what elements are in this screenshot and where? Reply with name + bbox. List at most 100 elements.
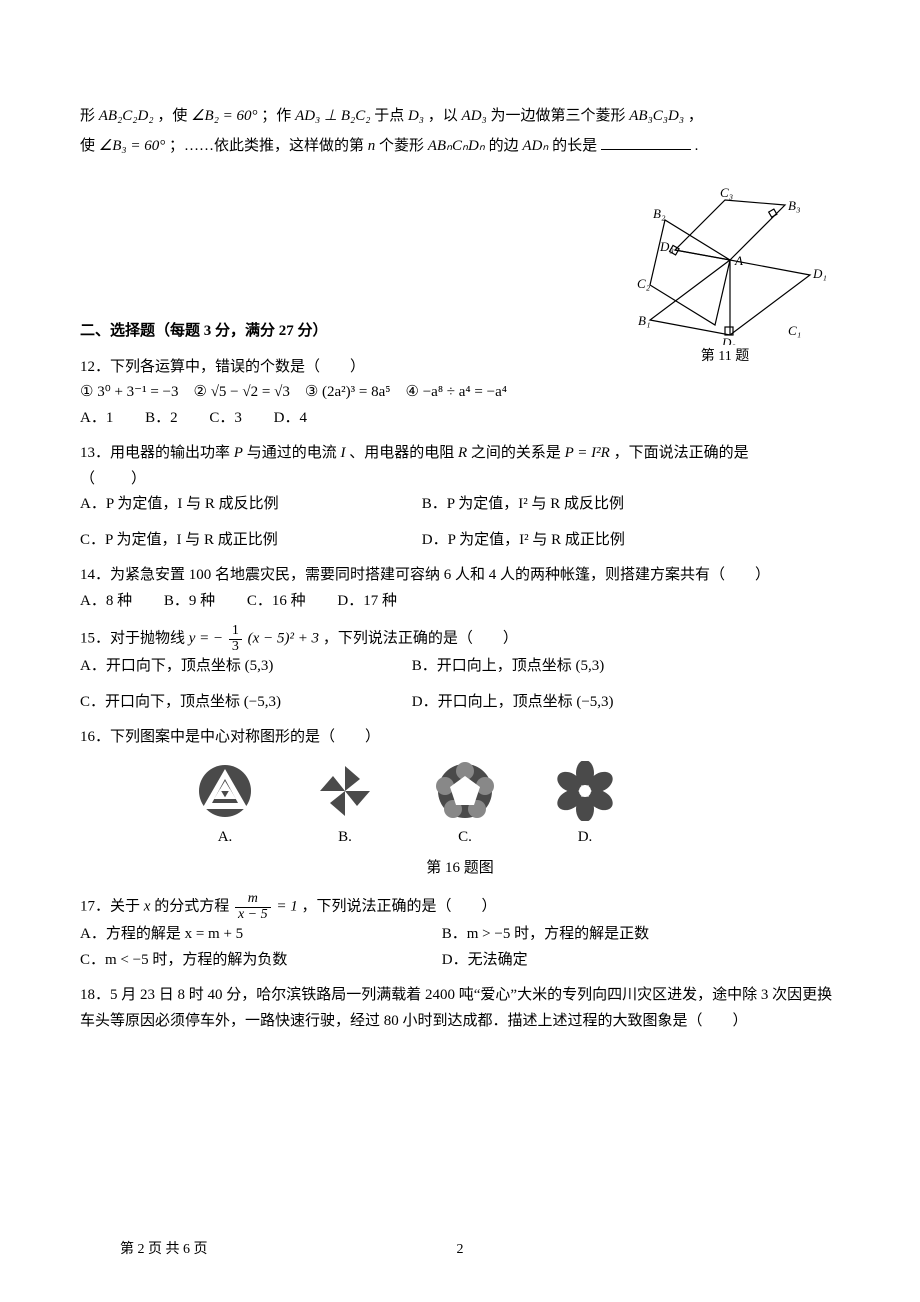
q16-figures: A. B.	[80, 761, 840, 851]
q12-options: A．1 B．2 C．3 D．4	[80, 406, 840, 432]
text: 形	[80, 108, 99, 124]
math: I	[340, 445, 345, 461]
q14-opt-c[interactable]: C．16 种	[247, 589, 306, 615]
q14-options: A．8 种 B．9 种 C．16 种 D．17 种	[80, 589, 840, 615]
text: ，下列说法正确的是（ ）	[323, 631, 518, 647]
label-D2: D₂	[721, 335, 736, 345]
q13-options-row1: A．P 为定值，I 与 R 成反比例 B．P 为定值，I² 与 R 成反比例	[80, 492, 840, 518]
math: (x − 5)² + 3	[248, 631, 319, 647]
answer-blank[interactable]	[601, 134, 691, 150]
text: 的边	[489, 138, 523, 154]
math: ADₙ	[522, 138, 548, 154]
q13-stem: 13．用电器的输出功率 P 与通过的电流 I 、用电器的电阻 R 之间的关系是 …	[80, 441, 840, 467]
label-D1: D₁	[812, 266, 827, 281]
q16-label-a: A.	[180, 825, 270, 851]
q16: 16．下列图案中是中心对称图形的是（ ） A.	[80, 725, 840, 882]
q16-label-c: C.	[420, 825, 510, 851]
text: 使	[80, 138, 99, 154]
q15-stem: 15．对于抛物线 y = − 1 3 (x − 5)² + 3 ，下列说法正确的…	[80, 624, 840, 654]
q16-fig-d[interactable]: D.	[540, 761, 630, 851]
text: 个菱形	[379, 138, 428, 154]
q12-opt-d[interactable]: D．4	[274, 406, 307, 432]
figure-11-svg: A B₁ B₂ B₃ C₁ C₂ C₃ D₁ D₂ D₃	[620, 185, 830, 345]
math: ∠B₃ = 60°	[99, 138, 165, 154]
q15-opt-d[interactable]: D．开口向上，顶点坐标 (−5,3)	[412, 690, 614, 716]
math: y = −	[189, 631, 223, 647]
label-B3: B₃	[788, 198, 800, 213]
math: AD₃	[462, 108, 487, 124]
pinwheel-icon	[310, 761, 380, 821]
q16-fig-a[interactable]: A.	[180, 761, 270, 851]
text: 的分式方程	[154, 899, 233, 915]
q12-opt-b[interactable]: B．2	[145, 406, 178, 432]
text: ，	[688, 108, 703, 124]
q13-options-row2: C．P 为定值，I 与 R 成正比例 D．P 为定值，I² 与 R 成正比例	[80, 528, 840, 554]
q16-fig-c[interactable]: C.	[420, 761, 510, 851]
q17-opt-c[interactable]: C．m < −5 时，方程的解为负数	[80, 948, 410, 974]
math: R	[458, 445, 467, 461]
text: 17．关于	[80, 899, 144, 915]
q15-opt-a[interactable]: A．开口向下，顶点坐标 (5,3)	[80, 654, 380, 680]
q16-caption: 第 16 题图	[80, 856, 840, 882]
q17-options-row2: C．m < −5 时，方程的解为负数 D．无法确定	[80, 948, 840, 974]
q12-opt-c[interactable]: C．3	[209, 406, 242, 432]
text: ，以	[428, 108, 462, 124]
flower-icon	[550, 761, 620, 821]
text: 为一边做第三个菱形	[491, 108, 630, 124]
text: 13．用电器的输出功率	[80, 445, 234, 461]
text: ，使	[157, 108, 191, 124]
q17-stem: 17．关于 x 的分式方程 m x − 5 = 1 ，下列说法正确的是（ ）	[80, 892, 840, 922]
label-A: A	[734, 253, 743, 268]
q12-expr: ① 3⁰ + 3⁻¹ = −3 ② √5 − √2 = √3 ③ (2a²)³ …	[80, 380, 840, 406]
math: D₃	[408, 108, 424, 124]
q14-opt-a[interactable]: A．8 种	[80, 589, 132, 615]
label-D3: D₃	[659, 239, 674, 254]
math: ∠B₂ = 60°	[191, 108, 257, 124]
text: 的长是	[552, 138, 597, 154]
text: 于点	[374, 108, 408, 124]
q17-opt-b[interactable]: B．m > −5 时，方程的解是正数	[442, 922, 649, 948]
q14-opt-b[interactable]: B．9 种	[164, 589, 215, 615]
text: .	[695, 138, 699, 154]
text: ，下列说法正确的是（ ）	[302, 899, 497, 915]
text: 、用电器的电阻	[349, 445, 458, 461]
q17: 17．关于 x 的分式方程 m x − 5 = 1 ，下列说法正确的是（ ） A…	[80, 892, 840, 973]
q15-options-row1: A．开口向下，顶点坐标 (5,3) B．开口向上，顶点坐标 (5,3)	[80, 654, 840, 680]
math: AD₃ ⊥ B₂C₂	[295, 108, 370, 124]
fraction-icon: 1 3	[229, 624, 242, 654]
figure-11: A B₁ B₂ B₃ C₁ C₂ C₃ D₁ D₂ D₃ 第 11 题	[620, 185, 830, 369]
q13-opt-c[interactable]: C．P 为定值，I 与 R 成正比例	[80, 528, 390, 554]
q13-paren: （ ）	[80, 467, 840, 493]
math: x	[144, 899, 151, 915]
label-B1: B₁	[638, 313, 650, 328]
intro-line2: 使 ∠B₃ = 60° ；……依此类推，这样做的第 n 个菱形 ABₙCₙDₙ …	[80, 134, 840, 160]
math: = 1	[276, 899, 297, 915]
q13-opt-b[interactable]: B．P 为定值，I² 与 R 成反比例	[422, 492, 624, 518]
denominator: 3	[229, 640, 242, 655]
math: AB₃C₃D₃	[629, 108, 684, 124]
q15-opt-b[interactable]: B．开口向上，顶点坐标 (5,3)	[412, 654, 605, 680]
math: AB₂C₂D₂	[99, 108, 154, 124]
page-footer: 第 2 页 共 6 页 2	[0, 1238, 920, 1262]
q12-opt-a[interactable]: A．1	[80, 406, 113, 432]
q14-opt-d[interactable]: D．17 种	[337, 589, 397, 615]
q17-options-row1: A．方程的解是 x = m + 5 B．m > −5 时，方程的解是正数	[80, 922, 840, 948]
label-B2: B₂	[653, 206, 666, 221]
q17-opt-a[interactable]: A．方程的解是 x = m + 5	[80, 922, 410, 948]
numerator: 1	[229, 624, 242, 640]
q14-stem: 14．为紧急安置 100 名地震灾民，需要同时搭建可容纳 6 人和 4 人的两种…	[80, 563, 840, 589]
q15-opt-c[interactable]: C．开口向下，顶点坐标 (−5,3)	[80, 690, 380, 716]
q13-opt-a[interactable]: A．P 为定值，I 与 R 成反比例	[80, 492, 390, 518]
q16-label-b: B.	[300, 825, 390, 851]
footer-center: 2	[457, 1242, 464, 1257]
footer-left: 第 2 页 共 6 页	[120, 1238, 208, 1262]
q13: 13．用电器的输出功率 P 与通过的电流 I 、用电器的电阻 R 之间的关系是 …	[80, 441, 840, 553]
q17-opt-d[interactable]: D．无法确定	[442, 948, 528, 974]
q13-opt-d[interactable]: D．P 为定值，I² 与 R 成正比例	[422, 528, 625, 554]
q16-stem: 16．下列图案中是中心对称图形的是（ ）	[80, 725, 840, 751]
pentagon-flower-icon	[430, 761, 500, 821]
math: P	[234, 445, 243, 461]
q18: 18．5 月 23 日 8 时 40 分，哈尔滨铁路局一列满载着 2400 吨“…	[80, 983, 840, 1034]
q15: 15．对于抛物线 y = − 1 3 (x − 5)² + 3 ，下列说法正确的…	[80, 624, 840, 715]
q16-fig-b[interactable]: B.	[300, 761, 390, 851]
